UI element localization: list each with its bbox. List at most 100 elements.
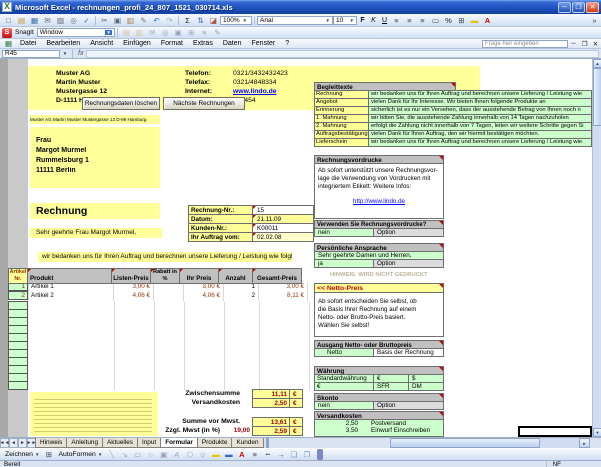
snagit-toolbar-icon[interactable]: ▥	[135, 28, 143, 37]
clear-invoice-button[interactable]: Rechnungsdaten löschen	[82, 97, 160, 110]
font-color-icon[interactable]	[236, 449, 248, 460]
print-preview-icon[interactable]	[68, 15, 80, 26]
merge-center-icon[interactable]	[430, 15, 442, 26]
tab-first-icon[interactable]: ◄◄	[0, 438, 10, 448]
align-left-icon[interactable]	[391, 15, 403, 26]
arrow-style-icon[interactable]: →	[277, 450, 285, 459]
drawing-extra-icon[interactable]	[317, 449, 324, 460]
diagram-icon[interactable]: ⬡	[186, 450, 194, 459]
align-center-icon[interactable]	[404, 15, 416, 26]
email-icon[interactable]	[42, 15, 54, 26]
tab-formular[interactable]: Formular	[160, 438, 198, 448]
fill-color-icon[interactable]	[210, 449, 222, 460]
recipient-block[interactable]: Frau Margot Murmel Rummelsburg 1 11111 B…	[30, 127, 160, 188]
bold-button[interactable]: F	[360, 16, 365, 24]
ausgang-value[interactable]: Netto	[314, 348, 374, 357]
autosum-icon[interactable]	[182, 15, 194, 26]
sort-icon[interactable]	[195, 15, 207, 26]
autoformen-button[interactable]: AutoFormen ▼	[58, 451, 103, 458]
font-name-select[interactable]: Arial ▼	[257, 15, 333, 25]
item-listenpreis-cell[interactable]: 4,06 €	[113, 292, 153, 301]
zoom-select[interactable]: 100% ▼	[220, 15, 252, 25]
line-style-icon[interactable]: ≡	[252, 450, 257, 459]
snagit-toolbar-icon[interactable]: ≡	[202, 28, 207, 37]
horizontal-scrollbar[interactable]: ►	[390, 438, 590, 448]
spelling-icon[interactable]	[81, 15, 93, 26]
font-color-icon[interactable]	[482, 15, 494, 26]
question-box[interactable]: Frage hier eingeben	[482, 39, 568, 48]
snagit-toolbar-icon[interactable]: ▣	[174, 28, 182, 37]
select-objects-icon[interactable]: ⊞	[45, 450, 53, 459]
insert-function-button[interactable]: fx	[78, 50, 84, 57]
scroll-up-icon[interactable]: ▲	[593, 59, 601, 68]
lindo-link[interactable]: http://www.lindo.de	[353, 198, 405, 205]
vat-rate-cell[interactable]: 19,00	[233, 427, 250, 434]
shipping-value-cell[interactable]: 2,50	[252, 398, 290, 408]
vat-value-cell[interactable]: 2,59	[252, 426, 290, 436]
waehrung-cell-sfr[interactable]: SFR	[373, 382, 409, 391]
item-produkt-cell[interactable]: Artikel 2	[28, 292, 113, 301]
item-rabatt-cell[interactable]	[153, 292, 183, 301]
clipart-icon[interactable]: ☺	[198, 450, 207, 459]
snagit-toolbar-icon[interactable]: ✉	[149, 28, 156, 37]
open-icon[interactable]	[16, 15, 28, 26]
tab-produkte[interactable]: Produkte	[196, 438, 233, 448]
underline-button[interactable]: U	[381, 16, 388, 24]
name-box[interactable]: R45	[2, 49, 60, 58]
snagit-toolbar-icon[interactable]: ◎	[162, 28, 169, 37]
percent-icon[interactable]	[443, 15, 455, 26]
minimize-button[interactable]: ─	[558, 1, 571, 13]
menu-datei[interactable]: Datei	[20, 40, 37, 47]
waehrung-selected[interactable]: €	[314, 382, 374, 391]
waehrung-cell-dm[interactable]: DM	[408, 382, 444, 391]
font-size-select[interactable]: 10 ▼	[333, 15, 357, 25]
close-button[interactable]: ✕	[586, 1, 599, 13]
save-icon[interactable]	[29, 15, 41, 26]
fill-color-icon[interactable]	[469, 15, 481, 26]
align-right-icon[interactable]	[417, 15, 429, 26]
snagit-toolbar-icon[interactable]: ⊞	[188, 28, 195, 37]
chart-wizard-icon[interactable]	[208, 15, 220, 26]
skonto-value[interactable]: nein	[314, 401, 374, 410]
menu-daten[interactable]: Daten	[222, 40, 242, 47]
versand-preis[interactable]: 2,50	[345, 420, 358, 427]
versand-art[interactable]: Postversand	[371, 420, 407, 427]
item-gesamtpreis-cell[interactable]: 3,00 €	[258, 283, 308, 292]
undo-icon[interactable]	[151, 15, 163, 26]
format-painter-icon[interactable]	[138, 15, 150, 26]
vertical-scroll-thumb[interactable]	[593, 68, 601, 126]
arrow-icon[interactable]: ↘	[121, 450, 128, 459]
copy-icon[interactable]	[112, 15, 124, 26]
item-ihrpreis-cell[interactable]: 4,06 €	[183, 292, 223, 301]
workbook-minimize-icon[interactable]: ─	[571, 40, 576, 47]
item-nr-cell[interactable]: 2	[8, 291, 28, 300]
menu-einfuegen[interactable]: Einfügen	[123, 40, 151, 47]
workbook-restore-icon[interactable]: ❐	[581, 40, 588, 48]
borders-icon[interactable]	[456, 15, 468, 26]
vertical-scrollbar[interactable]: ▲ ▼	[592, 59, 601, 437]
tab-input[interactable]: Input	[136, 438, 162, 448]
rectangle-icon[interactable]: ▭	[134, 450, 142, 459]
snagit-toolbar-icon[interactable]: ▤	[122, 28, 130, 37]
snagit-toolbar-icon[interactable]: ✎	[214, 28, 221, 37]
tab-split-handle[interactable]	[265, 438, 269, 448]
vordrucke-frage-option[interactable]: Option	[373, 228, 444, 237]
name-box-dropdown-icon[interactable]	[61, 50, 70, 58]
order-date-cell[interactable]: 02.02.08	[252, 232, 314, 242]
begleittext-text[interactable]: wir bedanken uns für Ihren Auftrag und b…	[368, 138, 592, 147]
menu-format[interactable]: Format	[160, 40, 183, 47]
item-ihrpreis-cell[interactable]: 3,00 €	[183, 283, 223, 292]
redo-icon[interactable]	[164, 15, 176, 26]
vordrucke-frage-value[interactable]: nein	[314, 228, 374, 237]
workbook-close-icon[interactable]: ✕	[592, 40, 599, 48]
company-website-link[interactable]: www.lindo.de	[233, 88, 277, 95]
versand-art[interactable]: Einwurf Einschreiben	[371, 427, 431, 434]
ellipse-icon[interactable]: ○	[148, 450, 154, 459]
toolbar-options-icon[interactable]	[589, 15, 601, 26]
formula-input[interactable]	[86, 49, 599, 58]
ansprache-value[interactable]: ja	[314, 259, 374, 268]
tab-anleitung[interactable]: Anleitung	[66, 438, 104, 448]
snagit-icon[interactable]: S	[2, 27, 12, 38]
threed-style-icon[interactable]: ❒	[303, 450, 311, 459]
snagit-profile-select[interactable]: Window ▼	[36, 28, 115, 37]
